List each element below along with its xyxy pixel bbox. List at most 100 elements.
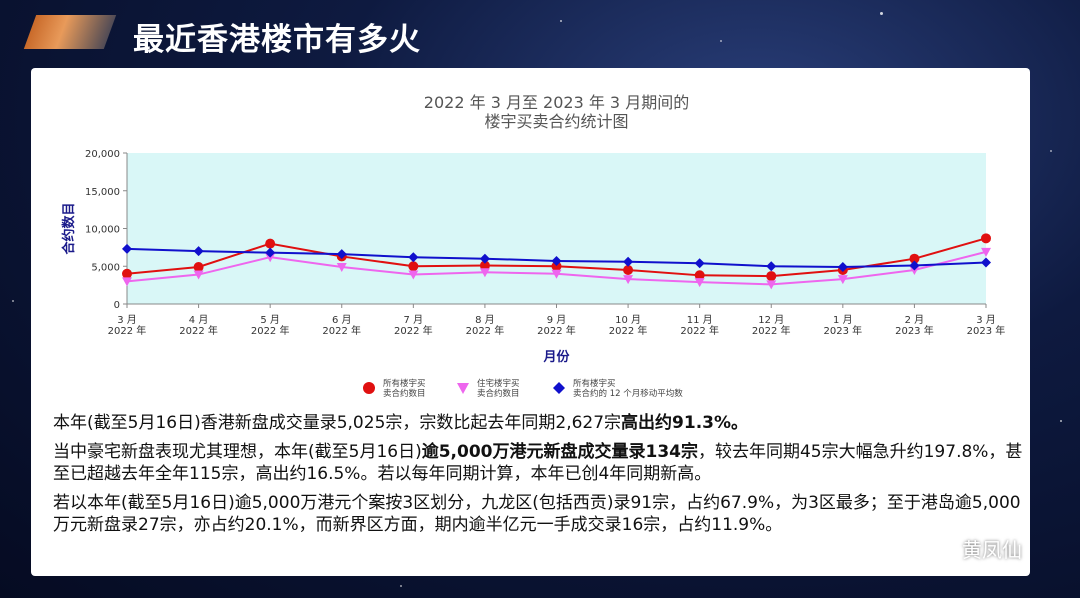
x-tick-label: 11 月 — [687, 314, 713, 326]
highlight-text: 逾5,000万港元新盘成交量录134宗 — [421, 442, 698, 462]
y-tick-label: 15,000 — [85, 187, 120, 198]
data-point-triangle — [122, 277, 132, 287]
data-point-triangle — [336, 263, 347, 273]
data-point-triangle — [837, 275, 848, 285]
slide-title: 最近香港楼市有多火 — [133, 22, 421, 58]
y-axis-label: 合约数目 — [61, 202, 77, 254]
data-point-diamond — [265, 247, 276, 258]
data-point-diamond — [837, 262, 848, 273]
data-point-diamond — [193, 246, 204, 257]
y-tick-label: 0 — [114, 300, 120, 311]
data-point-triangle — [623, 275, 634, 285]
data-point-diamond — [909, 260, 920, 271]
data-point-diamond — [623, 256, 634, 267]
x-tick-label: 10 月 — [615, 314, 641, 326]
x-tick-label-year: 2022 年 — [752, 324, 791, 337]
chart-title: 2022 年 3 月至 2023 年 3 月期间的 — [424, 93, 689, 112]
paragraph-new-home-sales: 本年(截至5月16日)香港新盘成交量录5,025宗，宗数比起去年同期2,627宗… — [53, 412, 1023, 434]
x-tick-label-year: 2022 年 — [609, 324, 648, 337]
x-tick-label-year: 2022 年 — [394, 324, 433, 337]
data-point-diamond — [408, 252, 419, 263]
data-point-diamond — [551, 255, 562, 266]
data-point-diamond — [122, 243, 132, 254]
highlight-text: 高出约91.3%。 — [621, 413, 749, 433]
data-point-circle — [623, 265, 634, 276]
paragraph-text: 本年(截至5月16日)香港新盘成交量录5,025宗，宗数比起去年同期2,627宗 — [53, 413, 622, 433]
data-point-triangle — [193, 270, 204, 280]
data-point-diamond — [694, 258, 705, 269]
x-tick-label: 5 月 — [260, 314, 280, 326]
y-tick-label: 5,000 — [91, 262, 120, 273]
x-tick-label: 9 月 — [547, 314, 567, 326]
y-tick-label: 10,000 — [85, 225, 120, 236]
data-point-triangle — [909, 266, 920, 276]
star — [880, 12, 883, 15]
data-point-circle — [981, 233, 991, 244]
x-tick-label: 7 月 — [404, 314, 424, 326]
paragraph-text: 当中豪宅新盘表现尤其理想，本年(截至5月16日) — [53, 442, 422, 462]
legend-label: 住宅楼宇买 — [477, 378, 520, 389]
x-tick-label-year: 2023 年 — [967, 324, 1006, 337]
data-point-diamond — [479, 253, 490, 264]
body-text: 本年(截至5月16日)香港新盘成交量录5,025宗，宗数比起去年同期2,627宗… — [53, 412, 1023, 543]
x-tick-label: 8 月 — [475, 314, 495, 326]
legend-marker-circle — [363, 382, 375, 394]
star — [720, 40, 722, 42]
paragraph-text: ，较去年同期45宗大幅急升约197.8%，甚至已超越去年全年115宗，高出约16… — [53, 442, 1023, 484]
data-point-circle — [122, 268, 132, 279]
data-point-circle — [479, 260, 490, 271]
x-tick-label-year: 2022 年 — [680, 324, 719, 337]
legend-label: 所有楼宇买 — [383, 378, 426, 389]
data-point-circle — [551, 261, 562, 272]
data-point-triangle — [694, 278, 705, 288]
x-tick-label-year: 2023 年 — [895, 324, 934, 337]
data-point-triangle — [551, 269, 562, 279]
watermark-text: 黄凤仙 — [962, 538, 1022, 562]
data-point-triangle — [265, 253, 276, 263]
plot-area — [127, 153, 986, 304]
x-tick-label-year: 2023 年 — [824, 324, 863, 337]
data-point-diamond — [766, 261, 777, 272]
data-point-circle — [408, 261, 419, 272]
x-tick-label: 3 月 — [117, 314, 137, 326]
x-tick-label-year: 2022 年 — [108, 324, 147, 337]
legend-label: 卖合约的 12 个月移动平均数 — [573, 388, 683, 399]
data-point-circle — [694, 270, 705, 281]
data-point-triangle — [408, 270, 419, 280]
x-tick-label: 3 月 — [976, 314, 996, 326]
legend-label: 所有楼宇买 — [573, 378, 616, 389]
star — [1060, 420, 1062, 422]
paragraph-luxury-sales: 当中豪宅新盘表现尤其理想，本年(截至5月16日)逾5,000万港元新盘成交量录1… — [53, 441, 1023, 485]
star — [400, 585, 402, 587]
y-tick-label: 20,000 — [85, 149, 120, 160]
data-point-circle — [766, 271, 777, 282]
paragraph-district-breakdown: 若以本年(截至5月16日)逾5,000万港元个案按3区划分，九龙区(包括西贡)录… — [53, 492, 1023, 536]
legend-label: 卖合约数目 — [477, 388, 520, 399]
x-tick-label: 4 月 — [189, 314, 209, 326]
legend-marker-diamond — [553, 382, 565, 394]
paragraph-text: 若以本年(截至5月16日)逾5,000万港元个案按3区划分，九龙区(包括西贡)录… — [53, 493, 1021, 535]
data-point-diamond — [981, 257, 991, 268]
x-tick-label: 12 月 — [758, 314, 784, 326]
x-tick-label: 6 月 — [332, 314, 352, 326]
x-tick-label: 1 月 — [833, 314, 853, 326]
x-tick-label-year: 2022 年 — [179, 324, 218, 337]
title-accent-bar — [23, 15, 117, 49]
data-point-circle — [193, 262, 204, 273]
x-tick-label-year: 2022 年 — [466, 324, 505, 337]
legend-marker-triangle — [457, 383, 469, 394]
star — [12, 300, 14, 302]
chart-title: 楼宇买卖合约统计图 — [484, 112, 628, 131]
wechat-icon — [924, 534, 958, 563]
x-tick-label-year: 2022 年 — [322, 324, 361, 337]
data-point-circle — [265, 238, 276, 249]
data-point-triangle — [981, 247, 991, 257]
legend-label: 卖合约数目 — [383, 388, 426, 399]
data-point-circle — [909, 253, 920, 264]
x-tick-label-year: 2022 年 — [251, 324, 290, 337]
data-point-triangle — [479, 268, 490, 278]
x-tick-label-year: 2022 年 — [537, 324, 576, 337]
star — [1050, 150, 1052, 152]
x-axis-label: 月份 — [542, 349, 570, 365]
